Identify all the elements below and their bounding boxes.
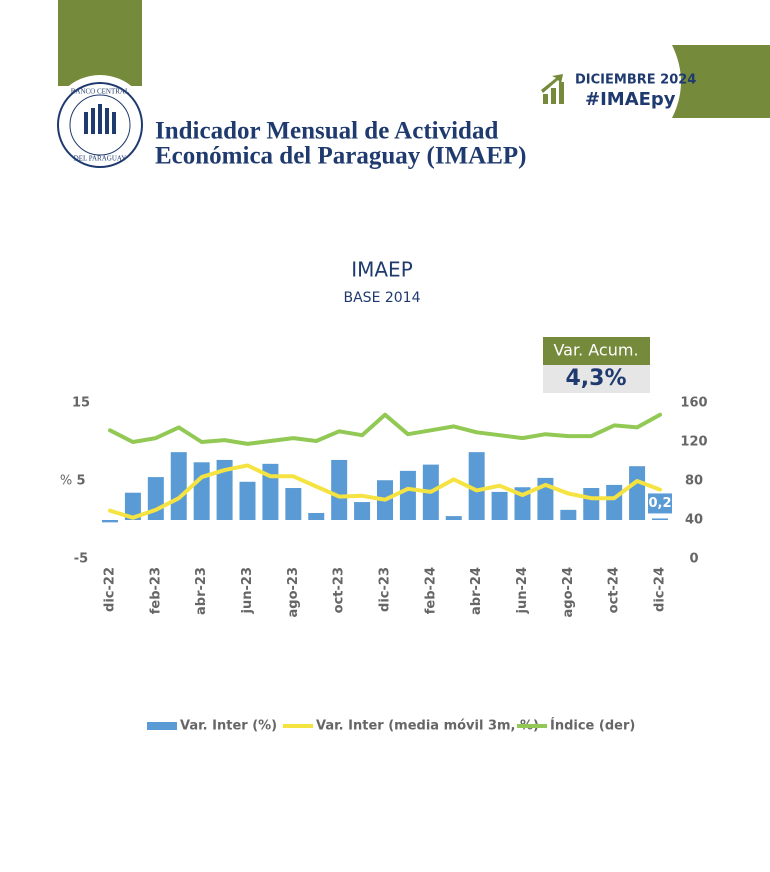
bar (583, 488, 600, 520)
legend-label: Var. Inter (media móvil 3m, %) (316, 719, 539, 734)
x-tick-label: feb-24 (423, 567, 438, 614)
page-title: Económica del Paraguay (IMAEP) (155, 143, 526, 170)
bar (102, 520, 118, 523)
bar (239, 481, 256, 520)
bar (652, 518, 668, 520)
line (108, 463, 662, 520)
bar (354, 502, 371, 520)
y-tick-label: 15 (72, 396, 90, 411)
bar (124, 492, 141, 520)
x-tick-label: abr-23 (194, 567, 209, 615)
bar (468, 452, 485, 520)
x-tick-label: jun-24 (515, 567, 530, 614)
y-tick-label: 5 (76, 474, 85, 489)
x-tick-label: abr-24 (469, 567, 484, 615)
chart-subtitle: BASE 2014 (344, 290, 421, 306)
x-tick-label: oct-23 (332, 567, 347, 613)
y2-tick-label: 160 (680, 396, 707, 411)
x-tick-label: dic-23 (378, 567, 393, 612)
legend-label: Var. Inter (%) (180, 719, 277, 734)
x-tick-label: dic-22 (103, 567, 118, 612)
bar (560, 509, 577, 520)
bar (445, 516, 462, 520)
icon (541, 74, 564, 104)
page-title: Indicador Mensual de Actividad (155, 118, 498, 145)
y2-tick-label: 0 (689, 552, 698, 567)
bar (216, 459, 233, 520)
data-label-bg (648, 493, 672, 514)
bar (193, 462, 210, 520)
chart-title: IMAEP (351, 258, 413, 282)
legend-label: Índice (der) (550, 718, 635, 734)
legend-swatch (147, 722, 177, 730)
highlight-value: 4,3% (565, 366, 626, 391)
bar (491, 491, 508, 520)
y2-tick-label: 80 (685, 474, 703, 489)
y-axis-label: % (60, 474, 72, 489)
y2-tick-label: 40 (685, 513, 703, 528)
x-tick-label: feb-23 (148, 567, 163, 614)
line (108, 412, 662, 446)
period: DICIEMBRE 2024 (575, 73, 696, 88)
y-tick-label: -5 (74, 552, 88, 567)
x-tick-label: oct-24 (607, 567, 622, 613)
x-tick-label: dic-24 (653, 567, 668, 612)
highlight-label: Var. Acum. (553, 341, 638, 360)
bar (331, 459, 348, 520)
bar (285, 488, 302, 520)
header-tab (672, 45, 770, 118)
x-tick-label: ago-23 (286, 567, 301, 618)
bar (606, 484, 623, 520)
logo-bottom: DEL PARAGUAY (74, 155, 127, 163)
data-label: 0,2 (648, 496, 671, 511)
logo-inner (69, 94, 131, 156)
bar (308, 512, 325, 520)
header-band (58, 0, 142, 86)
logo-building (84, 104, 116, 134)
bar (629, 466, 646, 520)
bar (399, 470, 416, 520)
y2-tick-label: 120 (680, 435, 707, 450)
logo-top: BANCO CENTRAL (71, 88, 130, 96)
bar (170, 452, 187, 520)
x-tick-label: jun-23 (240, 567, 255, 614)
hashtag: #IMAEpy (585, 89, 676, 110)
highlight-value-bg (543, 365, 650, 393)
x-tick-label: ago-24 (561, 567, 576, 618)
highlight-label-bg (543, 337, 650, 365)
